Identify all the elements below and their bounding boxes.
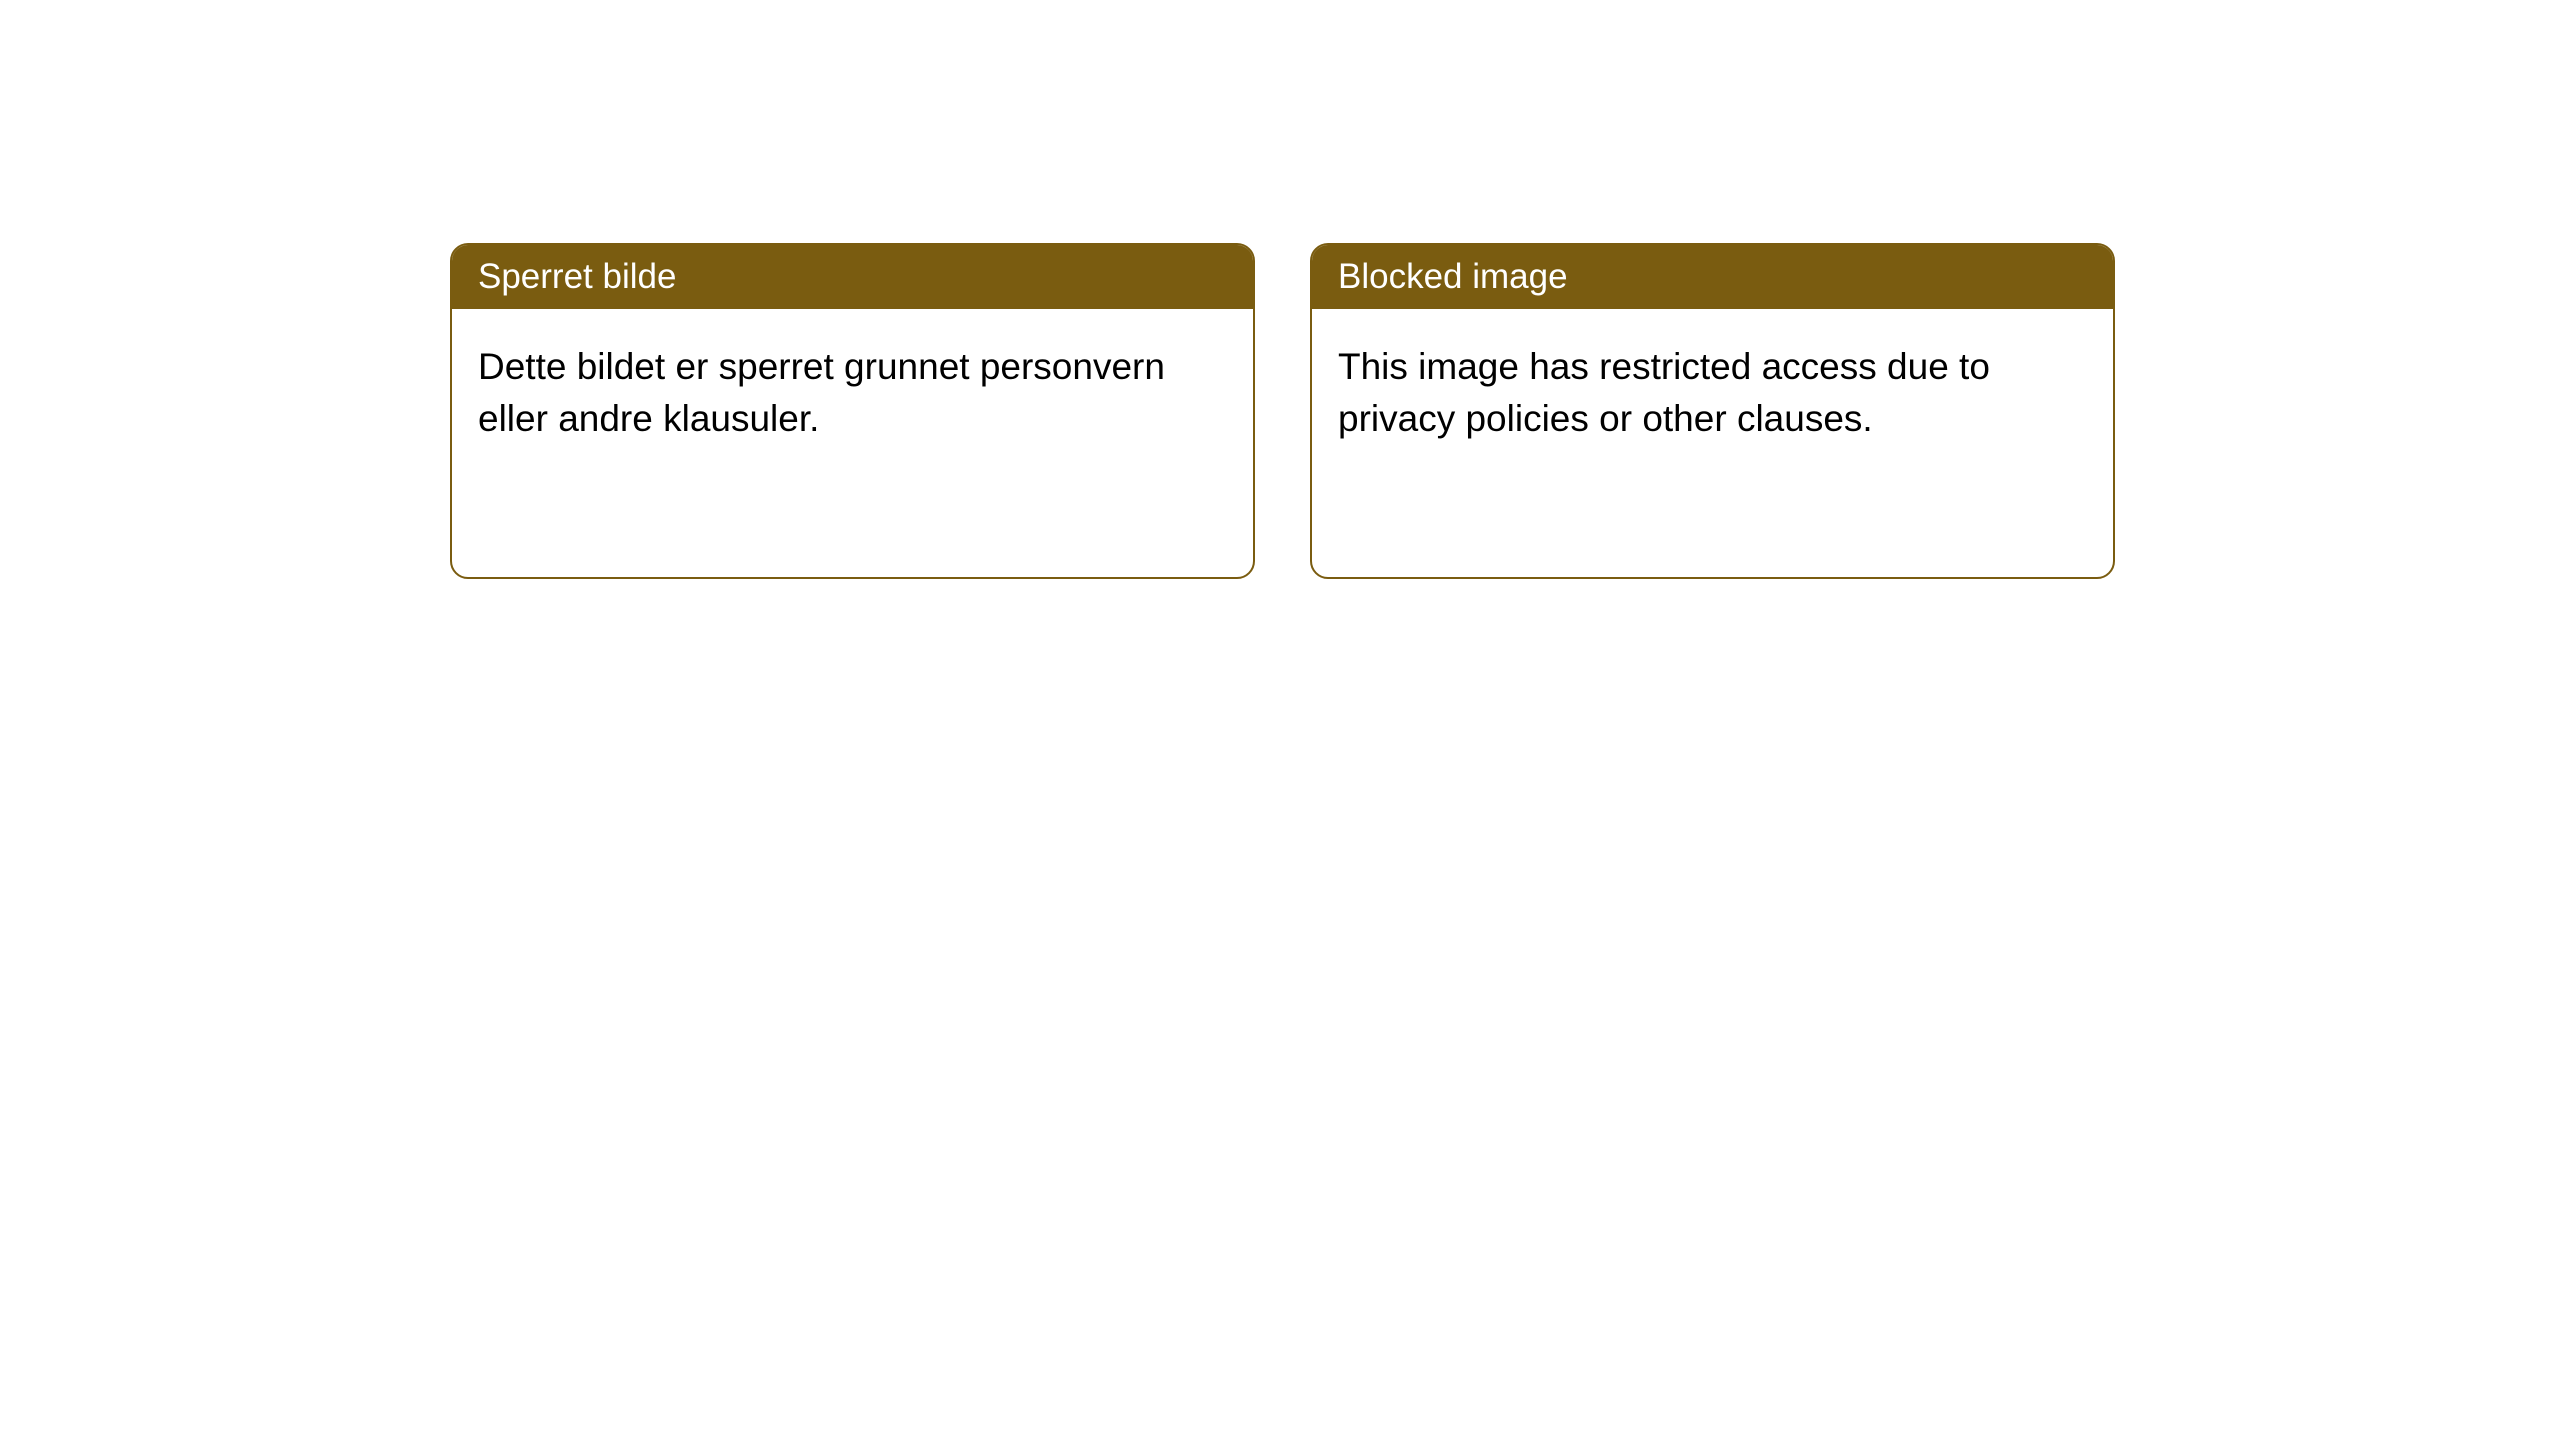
notice-header: Blocked image (1312, 245, 2113, 309)
notice-card-english: Blocked image This image has restricted … (1310, 243, 2115, 579)
notice-body: Dette bildet er sperret grunnet personve… (452, 309, 1253, 477)
notice-header: Sperret bilde (452, 245, 1253, 309)
notice-body: This image has restricted access due to … (1312, 309, 2113, 477)
notice-container: Sperret bilde Dette bildet er sperret gr… (450, 243, 2115, 579)
notice-card-norwegian: Sperret bilde Dette bildet er sperret gr… (450, 243, 1255, 579)
